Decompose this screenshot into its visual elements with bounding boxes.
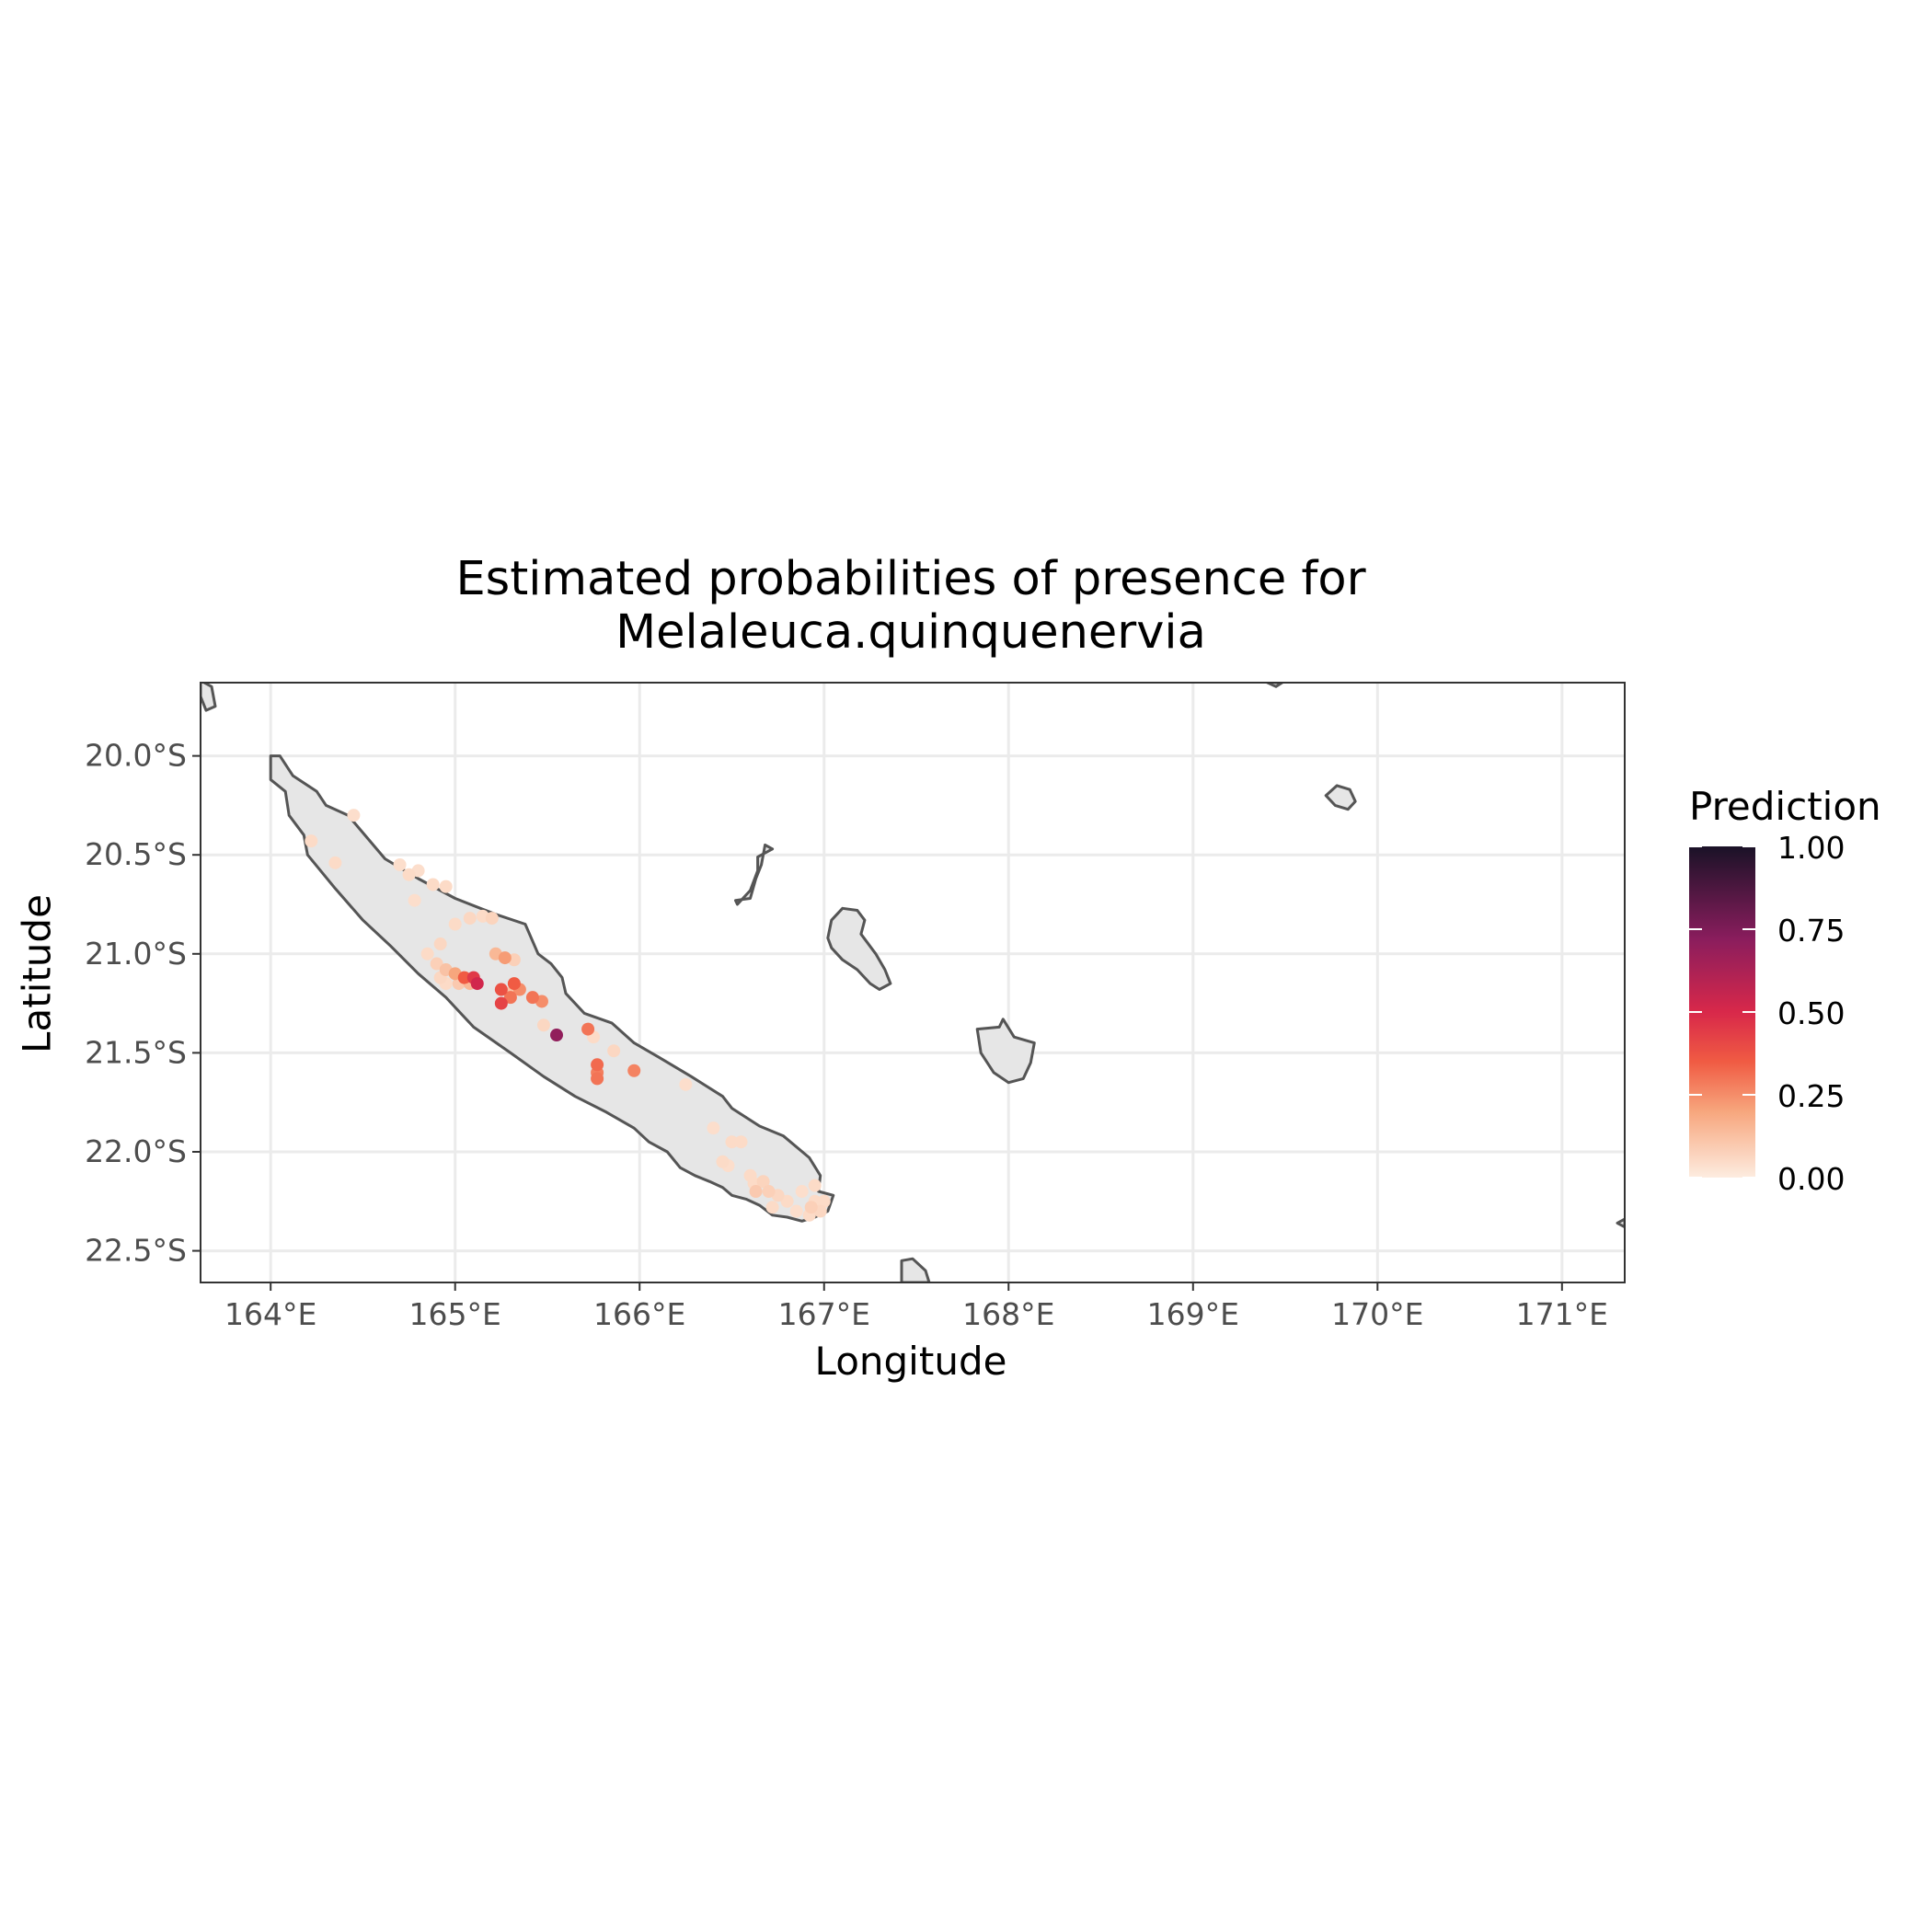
prediction-point-38 bbox=[756, 1175, 770, 1189]
prediction-point-24 bbox=[780, 1194, 794, 1208]
land-polygon-3 bbox=[975, 1018, 1036, 1085]
prediction-point-8 bbox=[789, 1204, 803, 1218]
prediction-point-11 bbox=[402, 868, 416, 881]
legend-title: Prediction bbox=[1689, 784, 1881, 829]
land-polygon-1 bbox=[734, 843, 775, 906]
prediction-points bbox=[305, 809, 831, 1222]
legend-label-0-25: 0.25 bbox=[1777, 1078, 1846, 1114]
prediction-point-0 bbox=[347, 809, 361, 822]
prediction-point-65 bbox=[470, 977, 484, 991]
land-polygons bbox=[201, 683, 1625, 1282]
prediction-point-1 bbox=[393, 857, 407, 871]
x-axis-title: Longitude bbox=[814, 1339, 1007, 1384]
legend-label-1: 1.00 bbox=[1777, 830, 1846, 866]
prediction-point-55 bbox=[503, 991, 517, 1005]
prediction-point-34 bbox=[607, 1044, 621, 1058]
chart-title-line-2: Melaleuca.quinquenervia bbox=[615, 605, 1206, 660]
prediction-point-42 bbox=[804, 1201, 818, 1214]
land-polygon-5 bbox=[1324, 784, 1357, 811]
prediction-point-20 bbox=[734, 1135, 748, 1149]
y-axis-title: Latitude bbox=[14, 894, 60, 1053]
prediction-point-27 bbox=[817, 1194, 831, 1208]
prediction-point-16 bbox=[420, 947, 434, 960]
land-polygon-8 bbox=[1616, 1217, 1625, 1229]
prediction-point-19 bbox=[725, 1135, 739, 1149]
y-tick-label-4: 22.0°S bbox=[85, 1133, 187, 1169]
prediction-point-33 bbox=[536, 1018, 550, 1032]
grid-lines bbox=[201, 683, 1625, 1282]
y-tick-label-1: 20.5°S bbox=[85, 836, 187, 872]
x-tick-label-1: 165°E bbox=[409, 1296, 501, 1332]
prediction-point-56 bbox=[525, 991, 539, 1005]
x-tick-label-7: 171°E bbox=[1516, 1296, 1608, 1332]
plot-panel-border bbox=[200, 682, 1626, 1283]
prediction-point-4 bbox=[679, 1077, 693, 1091]
prediction-point-37 bbox=[485, 912, 499, 926]
prediction-point-31 bbox=[433, 937, 447, 951]
legend-label-0-75: 0.75 bbox=[1777, 913, 1846, 949]
land-polygon-7 bbox=[1264, 683, 1285, 688]
prediction-point-41 bbox=[762, 1185, 776, 1199]
land-polygon-4 bbox=[900, 1257, 931, 1282]
prediction-point-21 bbox=[716, 1155, 730, 1168]
prediction-point-61 bbox=[507, 977, 521, 991]
y-tick-label-0: 20.0°S bbox=[85, 738, 187, 774]
x-tick-label-2: 166°E bbox=[593, 1296, 685, 1332]
y-axis-ticks: 20.0°S 20.5°S 21.0°S 21.5°S 22.0°S 22.5°S bbox=[85, 738, 201, 1269]
prediction-point-28 bbox=[765, 1201, 779, 1214]
land-polygon-2 bbox=[826, 906, 892, 991]
prediction-point-60 bbox=[457, 971, 471, 984]
x-tick-label-5: 169°E bbox=[1147, 1296, 1239, 1332]
prediction-point-39 bbox=[430, 957, 443, 971]
prediction-point-58 bbox=[591, 1072, 604, 1086]
prediction-point-7 bbox=[795, 1185, 809, 1199]
prediction-point-30 bbox=[463, 912, 477, 926]
x-tick-label-4: 168°E bbox=[962, 1296, 1054, 1332]
y-tick-label-5: 22.5°S bbox=[85, 1233, 187, 1269]
prediction-point-62 bbox=[494, 983, 508, 996]
x-tick-label-3: 167°E bbox=[778, 1296, 870, 1332]
x-tick-label-0: 164°E bbox=[224, 1296, 316, 1332]
land-polygon-6 bbox=[201, 683, 217, 712]
y-tick-label-3: 21.5°S bbox=[85, 1034, 187, 1070]
prediction-point-63 bbox=[494, 996, 508, 1010]
prediction-point-59 bbox=[591, 1058, 604, 1072]
chart-title-line-1: Estimated probabilities of presence for bbox=[455, 552, 1366, 606]
prediction-point-3 bbox=[408, 893, 421, 907]
prediction-point-66 bbox=[550, 1029, 563, 1042]
x-tick-label-6: 170°E bbox=[1331, 1296, 1423, 1332]
prediction-point-10 bbox=[328, 856, 342, 869]
land-polygon-0 bbox=[269, 754, 835, 1223]
plot-panel-background bbox=[201, 683, 1625, 1282]
legend-colorbar-ticks bbox=[1689, 845, 1755, 1179]
legend-label-0: 0.00 bbox=[1777, 1161, 1846, 1197]
prediction-point-57 bbox=[581, 1022, 595, 1036]
prediction-point-9 bbox=[305, 834, 318, 848]
prediction-point-50 bbox=[498, 951, 512, 965]
prediction-point-5 bbox=[707, 1121, 720, 1135]
prediction-point-25 bbox=[808, 1179, 822, 1192]
prediction-point-12 bbox=[426, 878, 440, 891]
y-tick-label-2: 21.0°S bbox=[85, 936, 187, 972]
prediction-point-13 bbox=[439, 880, 453, 893]
legend-label-0-5: 0.50 bbox=[1777, 995, 1846, 1031]
x-axis-ticks: 164°E 165°E 166°E 167°E 168°E 169°E 170°E 171°E bbox=[224, 1282, 1608, 1332]
prediction-point-44 bbox=[749, 1185, 763, 1199]
prediction-point-14 bbox=[448, 917, 462, 931]
prediction-point-53 bbox=[627, 1064, 641, 1077]
